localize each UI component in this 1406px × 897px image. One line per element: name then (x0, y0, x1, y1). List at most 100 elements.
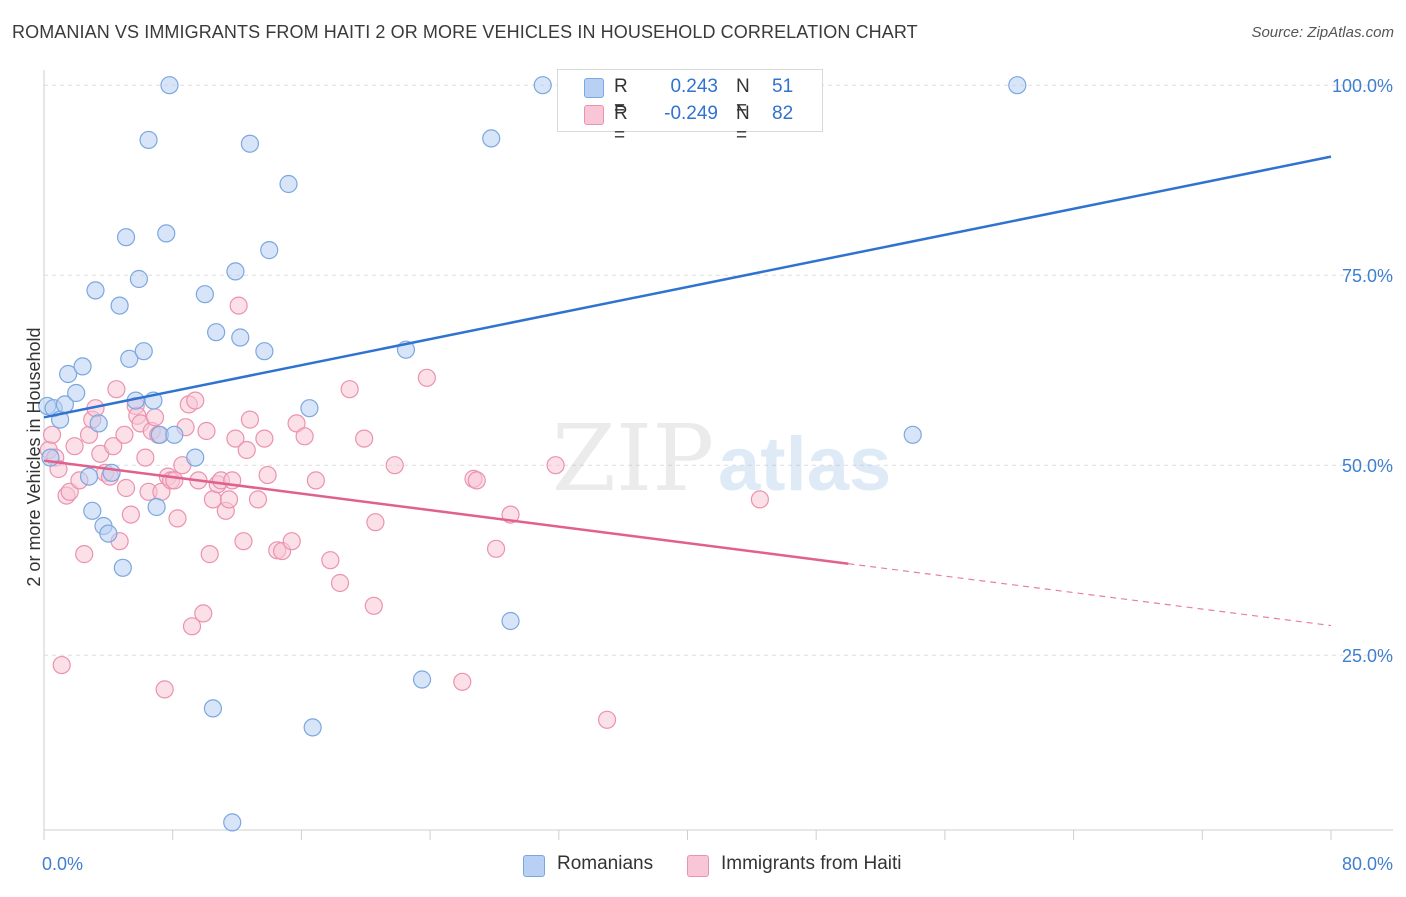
romanian-point (240, 134, 260, 153)
haiti-point (750, 490, 769, 509)
y-axis-title: 2 or more Vehicles in Household (24, 327, 44, 586)
legend-r-label: R = (614, 103, 628, 146)
romanian-point (533, 76, 552, 95)
legend-swatch-romanians (523, 855, 545, 877)
y-axis-title-container: 2 or more Vehicles in Household (4, 0, 54, 892)
romanian-point (303, 718, 322, 737)
haiti-point (486, 539, 506, 558)
x-tick-label: 0.0% (42, 854, 83, 874)
legend-n-value-romanians: 51 (772, 76, 794, 97)
haiti-point (546, 456, 565, 475)
romanian-point (102, 463, 121, 482)
x-tick-label: 80.0% (1342, 854, 1393, 874)
haiti-point (107, 380, 126, 399)
romanian-point (99, 524, 118, 543)
haiti-point (340, 380, 359, 399)
romanian-point (83, 501, 102, 520)
romanian-point (147, 497, 166, 517)
chart-title: ROMANIAN VS IMMIGRANTS FROM HAITI 2 OR M… (12, 22, 918, 42)
haiti-point (165, 471, 184, 490)
y-tick-label: 25.0% (1342, 646, 1393, 666)
haiti-point (168, 509, 187, 528)
romanian-point (86, 281, 105, 300)
romanian-point (255, 342, 274, 361)
romanian-point (203, 699, 223, 718)
romanian-point (129, 269, 149, 289)
y-tick-label: 100.0% (1332, 76, 1393, 96)
gridlines (44, 84, 1393, 656)
y-tick-label: 75.0% (1342, 266, 1393, 286)
romanian-point (160, 76, 179, 95)
haiti-point (453, 672, 472, 691)
haiti-point (237, 440, 256, 460)
legend-n-value-haiti: 82 (772, 103, 794, 124)
romanian-point (134, 342, 153, 361)
series-legend: Romanians Immigrants from Haiti (0, 852, 1406, 878)
haiti-trend-line (43, 459, 849, 565)
haiti-point (295, 427, 314, 446)
correlation-legend: R = 0.243 N = 51 R = -0.249 N = 82 (557, 69, 823, 146)
trend-lines (43, 155, 1332, 627)
haiti-point (330, 573, 350, 593)
romanian-point (412, 670, 432, 689)
haiti-point (42, 425, 62, 444)
romanian-point (186, 448, 205, 467)
romanian-point (903, 425, 922, 444)
haiti-point (364, 596, 383, 615)
romanian-point (1008, 76, 1027, 95)
haiti-point (194, 604, 213, 623)
haiti-point (182, 617, 202, 636)
haiti-point (219, 490, 239, 509)
romanian-point (67, 383, 86, 403)
legend-label-romanians: Romanians (557, 853, 654, 874)
romanian-point (231, 328, 250, 347)
romanian-point (195, 285, 214, 304)
romanian-point (120, 349, 139, 368)
romanian-point (59, 364, 78, 384)
haiti-point (467, 471, 486, 490)
haiti-point (52, 655, 71, 675)
haiti-point (258, 465, 277, 485)
haiti-point (145, 408, 165, 427)
legend-n-label: N = (736, 76, 750, 119)
watermark-zip: ZIP (552, 405, 714, 512)
y-tick-label: 50.0% (1342, 456, 1393, 476)
haiti-point (240, 410, 260, 429)
romanian-point (157, 224, 176, 243)
haiti-point (121, 505, 140, 524)
legend-r-value-romanians: 0.243 (670, 76, 718, 97)
haiti-point (115, 425, 134, 444)
haiti-point (104, 437, 123, 456)
watermark: ZIP atlas (552, 405, 891, 512)
romanian-point (113, 558, 132, 577)
legend-n-label: N = (736, 103, 750, 146)
haiti-point (321, 551, 340, 570)
haiti-point (287, 414, 306, 433)
series-immigrants-from-haiti (39, 296, 769, 729)
romanian-point (73, 357, 92, 376)
haiti-point (116, 478, 136, 498)
legend-swatch-haiti (584, 105, 604, 125)
haiti-trend-extension (848, 563, 1332, 627)
haiti-point (248, 490, 268, 509)
haiti-point (282, 532, 301, 551)
legend-swatch-romanians (584, 78, 604, 98)
haiti-point (155, 680, 174, 699)
romanian-point (207, 323, 226, 342)
haiti-point (597, 710, 617, 729)
tick-labels: 25.0% 50.0% 75.0% 100.0% 0.0% 80.0% (42, 76, 1393, 874)
romanian-point (79, 467, 99, 486)
haiti-point (366, 513, 385, 532)
haiti-point (417, 368, 436, 387)
haiti-point (229, 296, 248, 315)
watermark-atlas: atlas (718, 422, 891, 507)
haiti-point (234, 532, 253, 551)
romanian-point (223, 813, 242, 832)
romanian-point (300, 399, 319, 418)
haiti-point (65, 437, 84, 456)
romanian-point (110, 296, 129, 315)
source-label: Source: ZipAtlas.com (1251, 24, 1394, 41)
haiti-point (75, 545, 94, 564)
haiti-point (186, 391, 205, 410)
legend-swatch-haiti (687, 855, 709, 877)
